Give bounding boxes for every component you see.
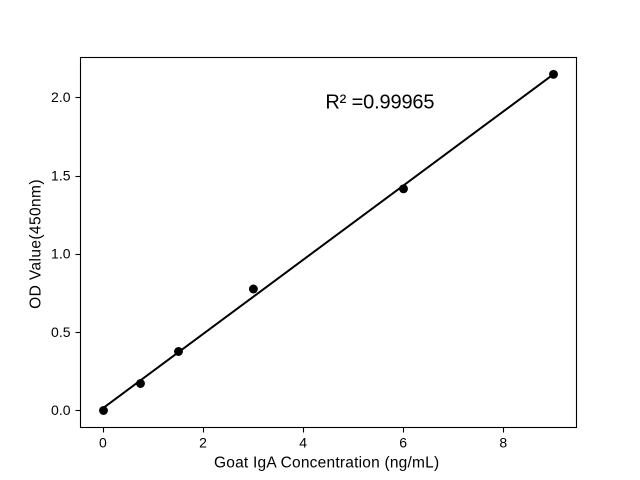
svg-text:0.0: 0.0 [51,402,71,418]
svg-text:0: 0 [99,435,107,451]
svg-text:0.5: 0.5 [51,324,71,340]
svg-text:1.5: 1.5 [51,167,71,183]
svg-text:2: 2 [199,435,207,451]
svg-text:4: 4 [299,435,307,451]
svg-text:1.0: 1.0 [51,246,71,262]
svg-text:Goat IgA Concentration (ng/mL): Goat IgA Concentration (ng/mL) [214,455,439,472]
svg-text:8: 8 [499,435,507,451]
svg-text:6: 6 [399,435,407,451]
svg-text:2.0: 2.0 [51,89,71,105]
svg-text:OD Value(450nm): OD Value(450nm) [28,179,45,309]
svg-text:R² =0.99965: R² =0.99965 [325,92,434,114]
